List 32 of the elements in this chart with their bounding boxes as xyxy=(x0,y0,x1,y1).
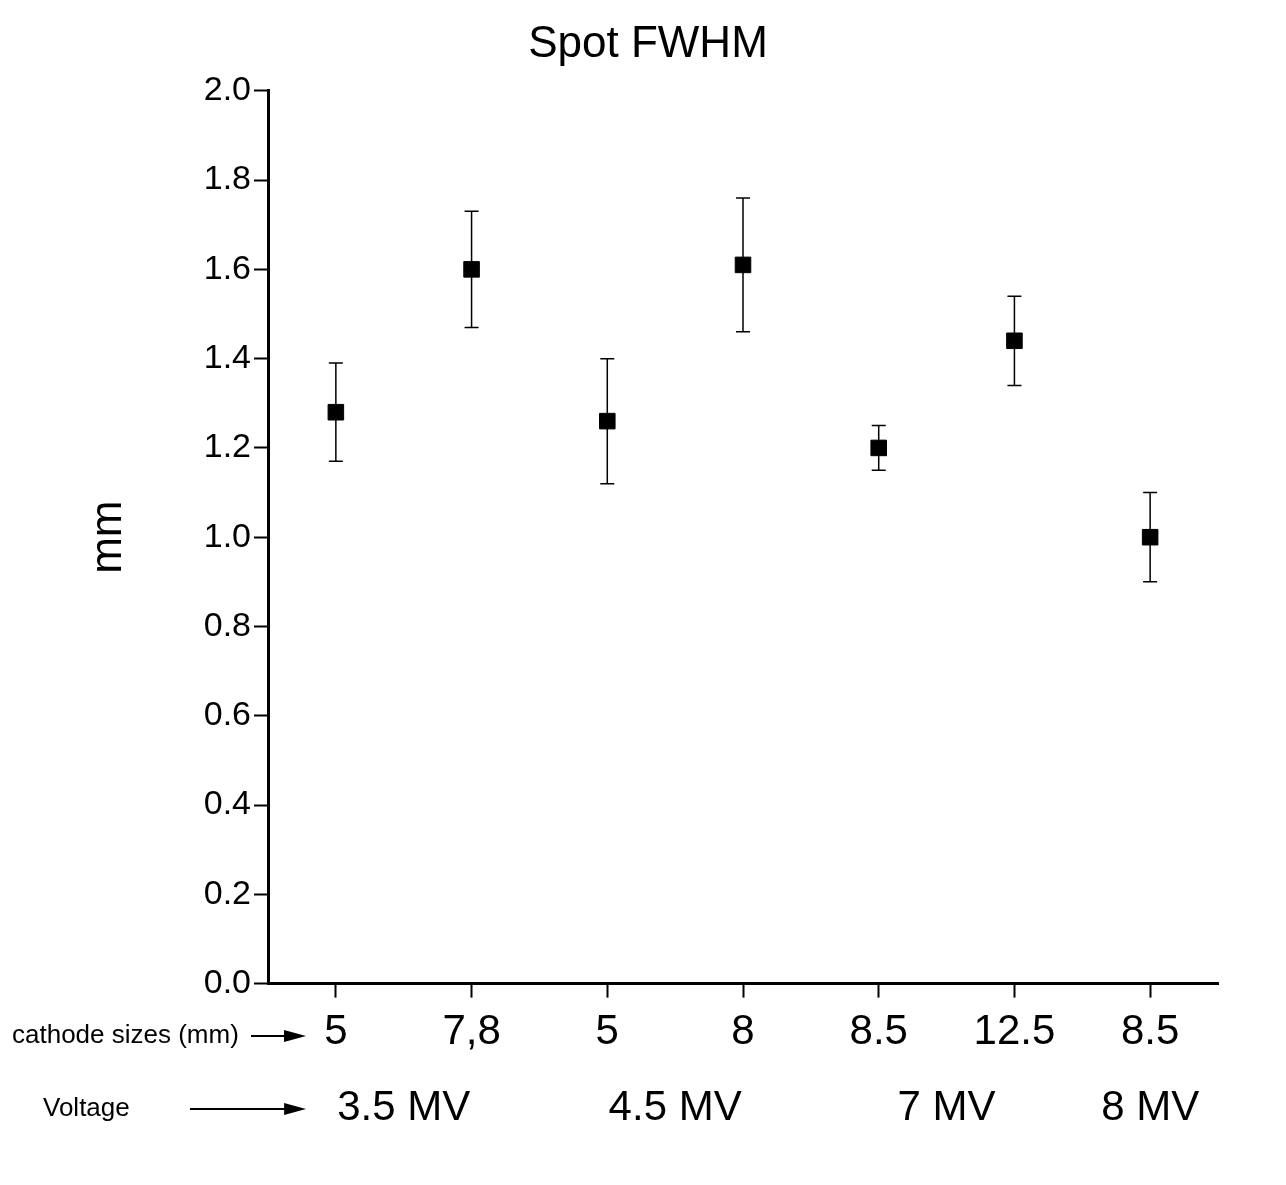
y-tick-label: 1.6 xyxy=(203,247,251,286)
y-tick-label: 0.2 xyxy=(203,872,251,911)
x-tick-label: 7,8 xyxy=(442,1006,501,1054)
y-tick-label: 0.4 xyxy=(203,783,251,822)
y-tick-label: 1.0 xyxy=(203,515,251,554)
text: 3.5 MV xyxy=(337,1082,471,1130)
text: cathode sizes (mm) xyxy=(12,1018,239,1049)
point xyxy=(870,439,887,457)
point xyxy=(1006,332,1023,350)
point xyxy=(1141,528,1159,546)
x-tick-label: 8.5 xyxy=(1120,1006,1180,1054)
y-tick-label: 0.0 xyxy=(203,961,251,1000)
y-axis-title: mm xyxy=(80,500,130,574)
y-tick-label: 0.6 xyxy=(203,694,251,733)
text: 7 MV xyxy=(897,1082,996,1130)
chart-title: Spot FWHM xyxy=(528,16,768,66)
x-tick-label: 8 xyxy=(731,1006,755,1054)
x-tick-label: 12.5 xyxy=(973,1006,1056,1054)
y-tick-label: 1.2 xyxy=(203,426,251,465)
y-tick-label: 2.0 xyxy=(203,69,251,108)
y-tick-label: 1.4 xyxy=(203,337,251,376)
y-tick-label: 0.8 xyxy=(203,604,251,643)
text: 4.5 MV xyxy=(608,1082,742,1130)
point xyxy=(599,412,616,430)
y-tick-label: 1.8 xyxy=(203,158,251,197)
text: 8 MV xyxy=(1101,1082,1200,1130)
x-tick-label: 5 xyxy=(595,1006,619,1054)
point xyxy=(463,261,480,278)
x-tick-label: 5 xyxy=(324,1006,348,1054)
point xyxy=(327,403,345,421)
x-tick-label: 8.5 xyxy=(849,1006,908,1054)
text: Voltage xyxy=(43,1091,130,1122)
